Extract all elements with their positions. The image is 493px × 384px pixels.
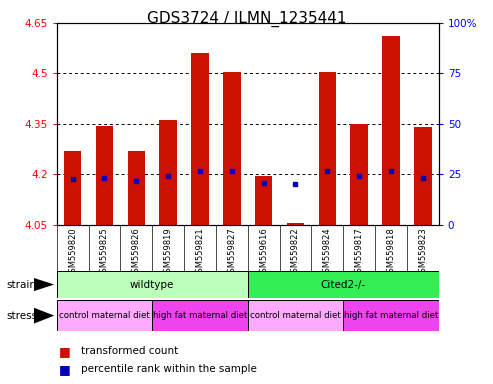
Bar — [152, 300, 247, 331]
Text: GDS3724 / ILMN_1235441: GDS3724 / ILMN_1235441 — [147, 11, 346, 27]
Text: wildtype: wildtype — [130, 280, 175, 290]
Bar — [57, 271, 247, 298]
Text: GSM559821: GSM559821 — [195, 227, 205, 278]
Bar — [247, 300, 343, 331]
Text: GSM559817: GSM559817 — [354, 227, 364, 278]
Text: GSM559818: GSM559818 — [387, 227, 395, 278]
Text: high fat maternal diet: high fat maternal diet — [153, 311, 247, 320]
Text: control maternal diet: control maternal diet — [250, 311, 341, 320]
Bar — [191, 53, 209, 225]
Text: GSM559822: GSM559822 — [291, 227, 300, 278]
Text: GSM559820: GSM559820 — [68, 227, 77, 278]
Text: ■: ■ — [59, 345, 71, 358]
Bar — [414, 127, 431, 225]
Text: GSM559616: GSM559616 — [259, 227, 268, 278]
Text: GSM559819: GSM559819 — [164, 227, 173, 278]
Bar — [343, 300, 439, 331]
Bar — [382, 36, 400, 225]
Text: GSM559825: GSM559825 — [100, 227, 109, 278]
Text: ■: ■ — [59, 363, 71, 376]
Text: transformed count: transformed count — [81, 346, 178, 356]
Bar — [128, 151, 145, 225]
Bar — [57, 300, 152, 331]
Text: high fat maternal diet: high fat maternal diet — [344, 311, 438, 320]
Polygon shape — [34, 278, 54, 291]
Bar — [351, 124, 368, 225]
Text: control maternal diet: control maternal diet — [59, 311, 150, 320]
Text: GSM559824: GSM559824 — [323, 227, 332, 278]
Bar — [223, 72, 241, 225]
Bar — [159, 121, 177, 225]
Text: stress: stress — [6, 311, 37, 321]
Text: percentile rank within the sample: percentile rank within the sample — [81, 364, 257, 374]
Text: GSM559827: GSM559827 — [227, 227, 236, 278]
Text: GSM559823: GSM559823 — [419, 227, 427, 278]
Bar — [96, 126, 113, 225]
Bar — [287, 223, 304, 225]
Bar — [318, 72, 336, 225]
Bar — [255, 176, 273, 225]
Polygon shape — [34, 308, 54, 324]
Bar — [247, 271, 439, 298]
Bar — [64, 151, 81, 225]
Text: Cited2-/-: Cited2-/- — [320, 280, 366, 290]
Text: strain: strain — [6, 280, 36, 290]
Text: GSM559826: GSM559826 — [132, 227, 141, 278]
